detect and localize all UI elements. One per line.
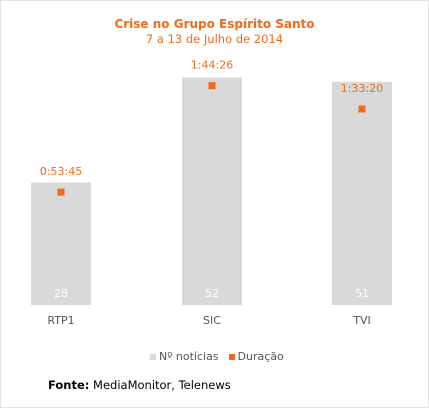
chart-subtitle: 7 a 13 de Julho de 2014: [145, 32, 284, 46]
duration-marker: [57, 188, 65, 196]
source-text: MediaMonitor, Telenews: [93, 378, 231, 392]
bar-value-label: 28: [54, 287, 68, 300]
legend-item-noticias: Nº notícias: [150, 350, 219, 363]
category-label: TVI: [352, 314, 371, 327]
legend-swatch-noticias: [150, 353, 156, 360]
source-label: Fonte:: [48, 378, 90, 392]
bar-sic: [182, 77, 242, 305]
bar-tvi: [332, 81, 392, 305]
bar-value-label: 51: [355, 287, 369, 300]
source-note: Fonte: MediaMonitor, Telenews: [48, 378, 231, 392]
bar-value-label: 52: [205, 287, 219, 300]
duration-label: 1:44:26: [191, 59, 233, 72]
chart-title: Crise no Grupo Espírito Santo: [114, 17, 315, 31]
category-label: SIC: [203, 314, 221, 327]
duration-label: 0:53:45: [40, 165, 82, 178]
legend-swatch-duracao: [228, 353, 235, 360]
chart-legend: Nº notícias Duração: [150, 350, 294, 363]
bar-rtp1: [31, 182, 91, 305]
duration-marker: [358, 105, 366, 113]
duration-marker: [208, 82, 216, 90]
duration-label: 1:33:20: [341, 82, 383, 95]
category-label: RTP1: [47, 314, 74, 327]
legend-item-duracao: Duração: [228, 350, 284, 363]
legend-label-noticias: Nº notícias: [159, 350, 219, 363]
legend-label-duracao: Duração: [237, 350, 284, 363]
